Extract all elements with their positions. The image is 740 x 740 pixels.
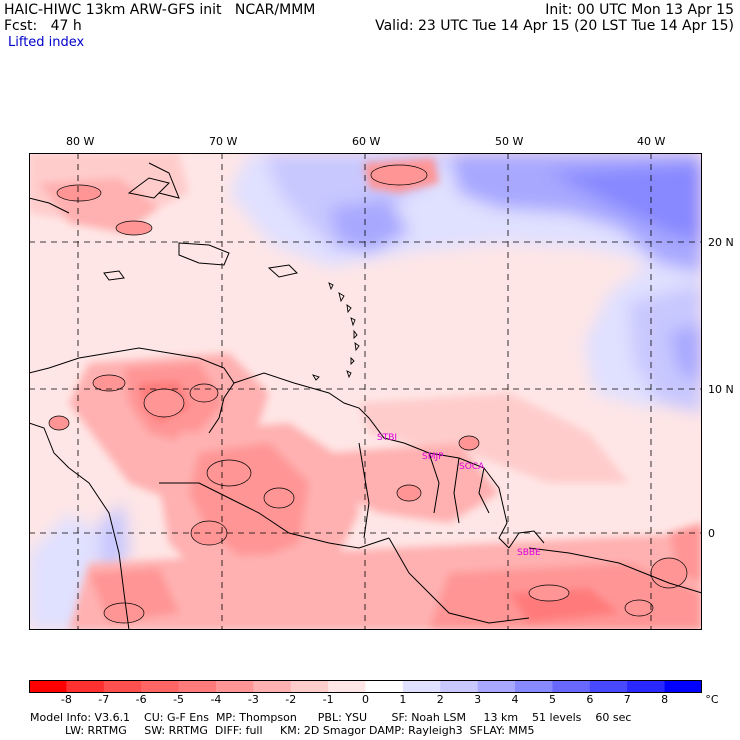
lon-label-50w: 50 W [495,135,524,148]
colorbar-swatch [627,680,666,693]
colorbar-swatch [552,680,591,693]
colorbar-level-label: -8 [60,693,72,706]
colorbar-level-label: 7 [623,693,631,706]
colorbar-unit: °C [705,693,719,706]
station-sbbe: SBBE [517,548,541,558]
colorbar-level-label: 1 [399,693,407,706]
colorbar-swatch [290,680,329,693]
convective-cells [48,164,688,624]
colorbar-level-label: -4 [210,693,222,706]
colorbar-level-label: -6 [135,693,147,706]
lat-label-10n: 10 N [708,383,734,396]
station-soca: SOCA [459,462,485,472]
model-info-line2: LW: RRTMG SW: RRTMG DIFF: full KM: 2D Sm… [30,724,535,737]
colorbar-level-label: -2 [285,693,297,706]
colorbar-swatch [440,680,479,693]
colorbar-level-label: 5 [548,693,556,706]
colorbar-swatch [365,680,404,693]
colorbar-level-label: -3 [247,693,259,706]
lesser-antilles [311,282,360,381]
colorbar-swatch [402,680,441,693]
header-title: HAIC-HIWC 13km ARW-GFS init NCAR/MMM [4,2,316,18]
colorbar-level-label: 6 [586,693,594,706]
colorbar-swatch [477,680,516,693]
map-frame [29,153,702,630]
colorbar-swatch [589,680,628,693]
colorbar [29,680,702,693]
colorbar-swatch [215,680,254,693]
lon-label-60w: 60 W [352,135,381,148]
colorbar-level-label: 3 [474,693,482,706]
colorbar-swatch [664,680,702,693]
colorbar-level-label: 8 [661,693,669,706]
header-init-time: Init: 00 UTC Mon 13 Apr 15 [545,2,734,18]
lon-label-70w: 70 W [209,135,238,148]
colorbar-level-label: 4 [511,693,519,706]
colorbar-level-label: 2 [436,693,444,706]
lon-label-80w: 80 W [66,135,95,148]
field-name: Lifted index [8,35,85,50]
lon-label-40w: 40 W [637,135,666,148]
lifted-index-map: STBI SMJP SOCA SBBE [29,153,702,630]
coastlines [29,162,702,630]
colorbar-swatch [66,680,105,693]
colorbar-level-label: -1 [322,693,334,706]
lat-lon-grid [29,153,702,630]
colorbar-level-label: 0 [362,693,369,706]
colorbar-level-label: -7 [98,693,110,706]
unstable-region-shading [29,153,702,630]
colorbar-swatch [515,680,553,693]
header-valid-time: Valid: 23 UTC Tue 14 Apr 15 (20 LST Tue … [375,18,734,34]
colorbar-swatch [328,680,366,693]
header-forecast-hour: Fcst: 47 h [4,18,82,34]
lat-label-0: 0 [708,527,715,540]
colorbar-swatch [141,680,180,693]
colorbar-frame [29,680,702,693]
model-info-line1: Model Info: V3.6.1 CU: G-F Ens MP: Thomp… [30,711,632,724]
lat-label-20n: 20 N [708,236,734,249]
colorbar-swatch [29,680,67,693]
station-stbi: STBI [377,433,397,443]
station-smjp: SMJP [422,452,444,462]
colorbar-swatch [178,680,217,693]
colorbar-swatch [253,680,292,693]
colorbar-swatch [103,680,142,693]
colorbar-level-label: -5 [173,693,185,706]
